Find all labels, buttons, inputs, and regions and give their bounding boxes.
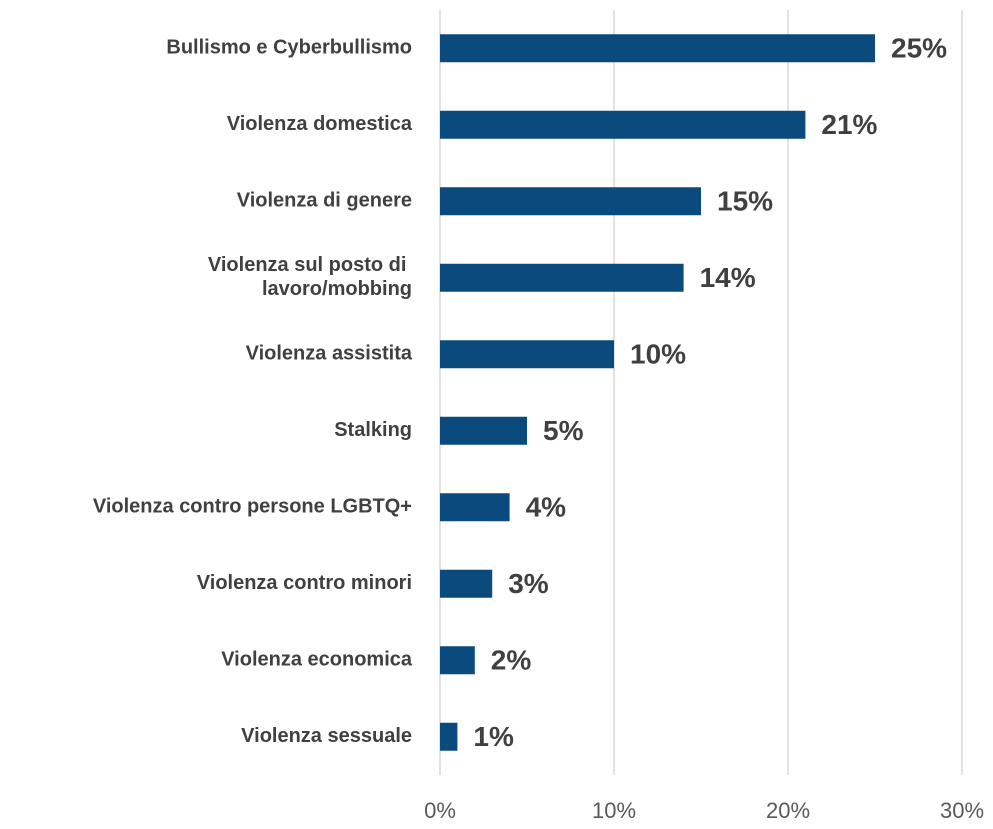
y-tick-label: Violenza contro minori [197,572,412,594]
x-tick-label: 30% [940,798,984,823]
bar [440,34,875,63]
bar [440,569,493,598]
x-tick-label: 10% [592,798,636,823]
y-tick-label: Stalking [334,419,412,441]
data-label: 4% [526,492,567,523]
bar [440,263,684,292]
y-tick-label: Violenza contro persone LGBTQ+ [93,496,412,518]
bar [440,110,806,139]
data-label: 10% [630,339,686,370]
data-label: 21% [821,109,877,140]
y-tick-label: Violenza di genere [237,190,412,212]
data-label: 3% [508,568,549,599]
bar [440,340,614,369]
y-tick-label: Violenza domestica [227,113,413,135]
y-tick-label: Violenza sul posto di lavoro/mobbing [208,254,412,300]
x-tick-label: 0% [424,798,456,823]
bar [440,416,527,445]
y-tick-label: Violenza economica [221,649,413,671]
data-label: 5% [543,415,584,446]
y-tick-label: Violenza sessuale [241,725,412,747]
bar [440,722,458,751]
data-label: 14% [700,262,756,293]
data-label: 1% [473,721,514,752]
data-label: 15% [717,186,773,217]
data-label: 2% [491,645,532,676]
y-tick-label: Violenza assistita [246,343,413,365]
y-tick-label: Bullismo e Cyberbullismo [166,37,412,59]
bar [440,646,475,675]
data-label: 25% [891,33,947,64]
x-tick-label: 20% [766,798,810,823]
bar [440,187,701,216]
bar [440,493,510,522]
